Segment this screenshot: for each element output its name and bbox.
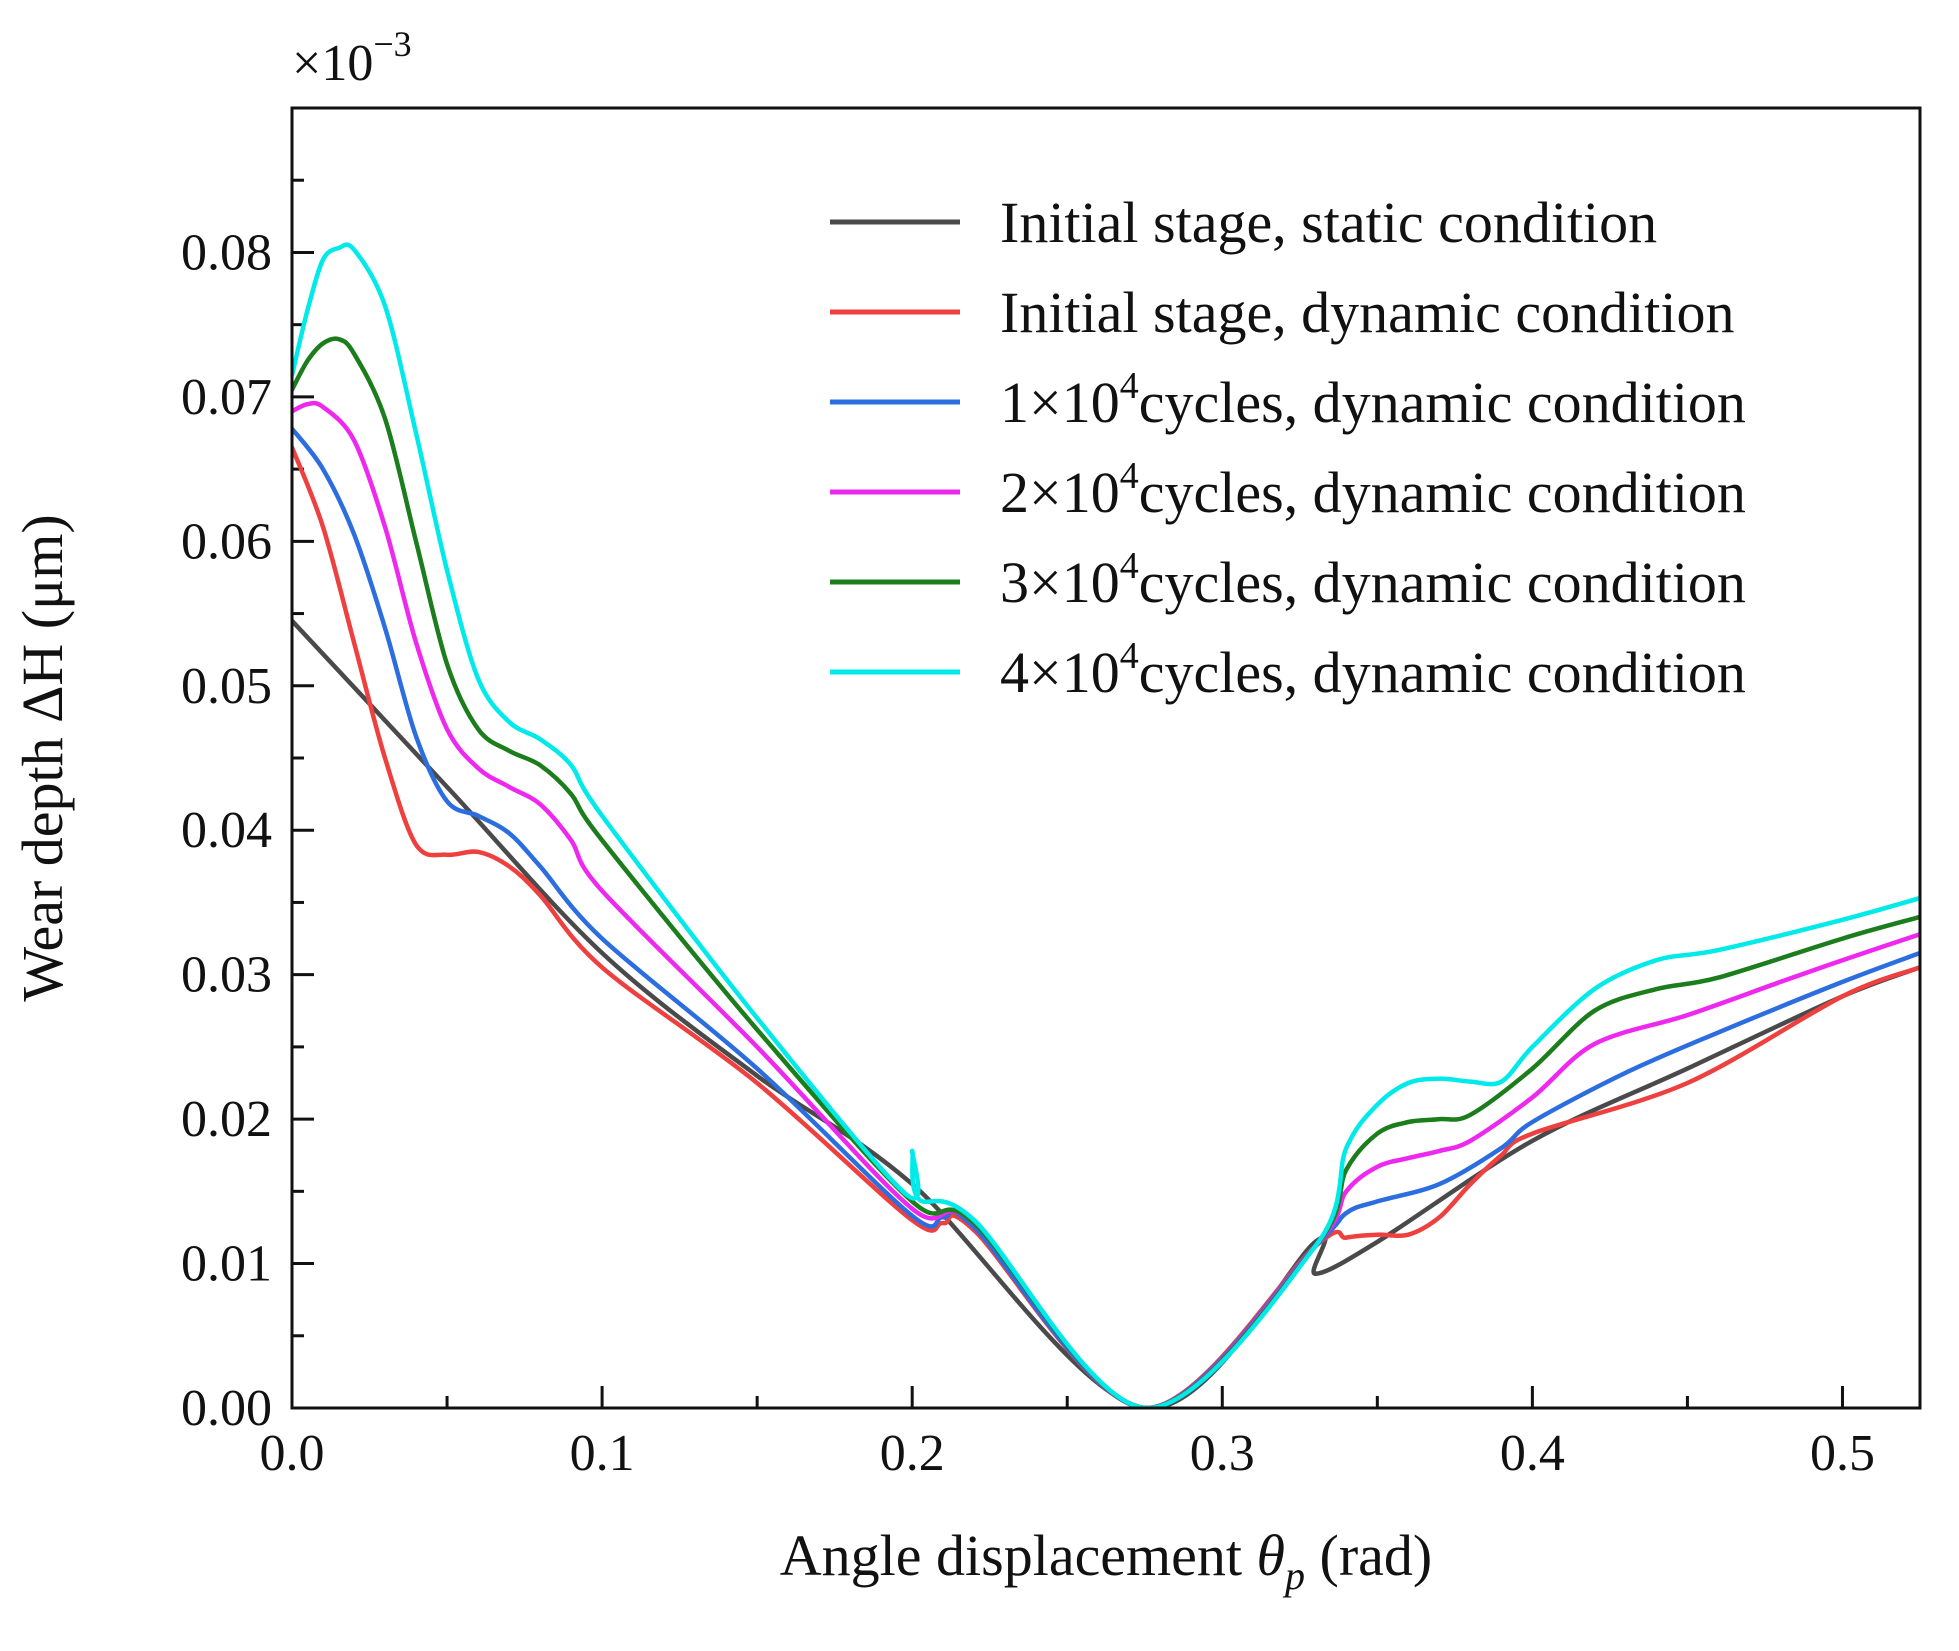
y-multiplier-exponent: −3 (373, 24, 411, 64)
y-tick-label: 0.06 (181, 513, 272, 570)
x-tick-label: 0.5 (1810, 1425, 1875, 1482)
plot-area-frame (290, 106, 1922, 1410)
series-line-6 (292, 242, 1920, 1408)
x-tick-label: 0.4 (1500, 1425, 1565, 1482)
y-tick-label: 0.03 (181, 947, 272, 1004)
series-line-5 (292, 336, 1920, 1408)
legend-label-4: 2×104cycles, dynamic condition (1000, 455, 1746, 525)
y-tick-label: 0.01 (181, 1236, 272, 1293)
y-tick-label: 0.05 (181, 658, 272, 715)
x-axis-title-subscript: p (1282, 1553, 1305, 1598)
x-tick-label: 0.1 (570, 1425, 635, 1482)
x-axis-title-symbol: θ (1257, 1523, 1286, 1588)
legend-label-exponent: 4 (1120, 545, 1139, 587)
x-axis-ticks: 0.0 0.1 0.2 0.3 0.4 0.5 (260, 1386, 1875, 1482)
legend-label-exponent: 4 (1120, 635, 1139, 677)
legend-label-3: 1×104cycles, dynamic condition (1000, 365, 1746, 435)
x-tick-label: 0.2 (880, 1425, 945, 1482)
y-tick-label: 0.00 (181, 1380, 272, 1437)
legend-label-prefix: 2×10 (1000, 460, 1120, 525)
y-tick-label: 0.07 (181, 369, 272, 426)
y-tick-label: 0.08 (181, 224, 272, 281)
legend-label-6: 4×104cycles, dynamic condition (1000, 635, 1746, 705)
legend-label-exponent: 4 (1120, 365, 1139, 407)
y-axis-multiplier: ×10−3 (292, 24, 412, 92)
y-axis-ticks: 0.00 0.01 0.02 0.03 0.04 0.05 0.06 0.07 0.08 (181, 178, 314, 1437)
legend-label-2: Initial stage, dynamic condition (1000, 280, 1735, 345)
x-axis-title-suffix: (rad) (1305, 1523, 1432, 1588)
legend: Initial stage, static condition Initial s… (830, 190, 1746, 705)
x-tick-label: 0.3 (1190, 1425, 1255, 1482)
legend-label-exponent: 4 (1120, 455, 1139, 497)
legend-label-suffix: cycles, dynamic condition (1139, 640, 1746, 705)
legend-label-suffix: cycles, dynamic condition (1139, 460, 1746, 525)
legend-label-suffix: cycles, dynamic condition (1139, 370, 1746, 435)
legend-label-5: 3×104cycles, dynamic condition (1000, 545, 1746, 615)
y-tick-label: 0.02 (181, 1091, 272, 1148)
series-lines (292, 242, 1920, 1408)
legend-label-1: Initial stage, static condition (1000, 190, 1657, 255)
x-axis-title-prefix: Angle displacement (780, 1523, 1257, 1588)
legend-label-prefix: 4×10 (1000, 640, 1120, 705)
legend-label-prefix: Initial stage, dynamic condition (1000, 280, 1735, 345)
legend-label-prefix: Initial stage, static condition (1000, 190, 1657, 255)
y-tick-label: 0.04 (181, 802, 272, 859)
legend-label-prefix: 1×10 (1000, 370, 1120, 435)
series-line-2 (292, 445, 1920, 1408)
legend-label-prefix: 3×10 (1000, 550, 1120, 615)
y-multiplier-base: ×10 (292, 35, 373, 92)
legend-label-suffix: cycles, dynamic condition (1139, 550, 1746, 615)
x-axis-title: Angle displacement θp (rad) (780, 1523, 1432, 1598)
y-axis-title: Wear depth ΔH (μm) (10, 514, 75, 1001)
x-tick-label: 0.0 (260, 1425, 325, 1482)
